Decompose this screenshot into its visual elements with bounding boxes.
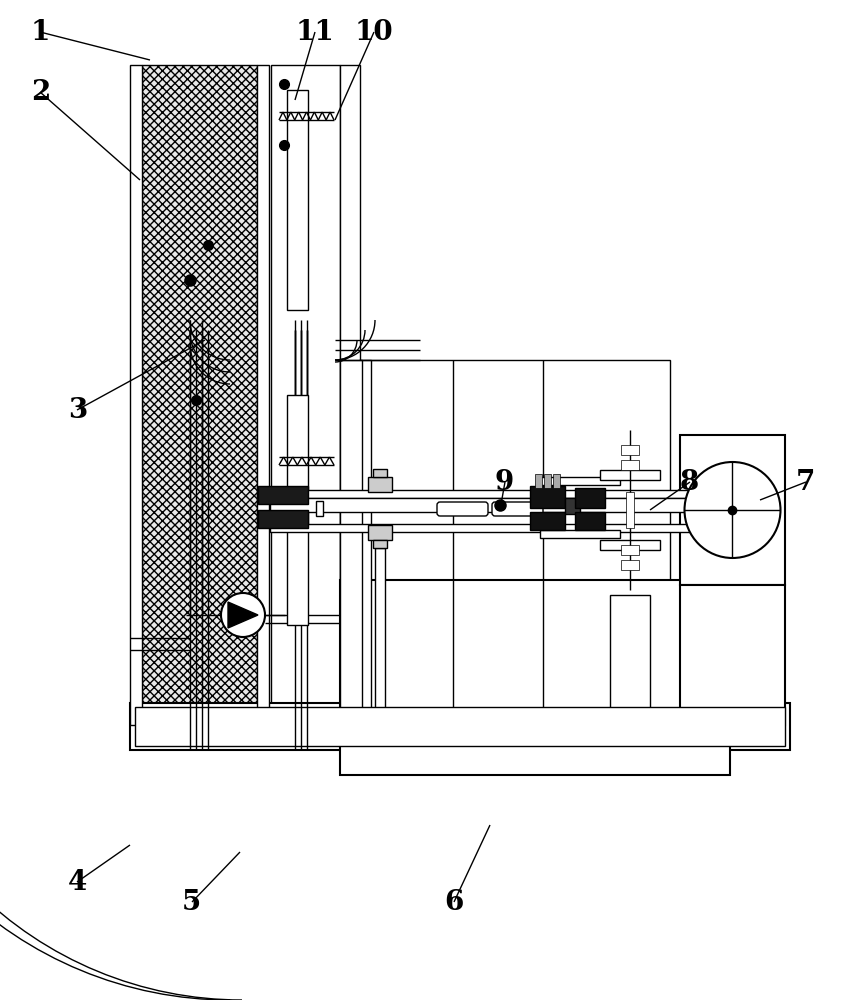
Bar xyxy=(621,445,639,455)
Bar xyxy=(575,488,605,508)
Bar xyxy=(540,530,620,538)
Circle shape xyxy=(221,593,265,637)
FancyBboxPatch shape xyxy=(437,502,488,516)
Bar xyxy=(258,486,308,504)
Text: 7: 7 xyxy=(796,468,816,495)
Bar xyxy=(257,65,269,725)
Text: 10: 10 xyxy=(355,18,394,45)
Bar xyxy=(626,492,634,528)
Bar xyxy=(621,460,639,470)
Bar xyxy=(535,474,542,488)
Text: 4: 4 xyxy=(68,868,87,896)
Bar xyxy=(680,435,785,585)
Bar xyxy=(287,90,308,310)
Bar xyxy=(368,525,392,540)
Bar xyxy=(359,360,371,725)
Text: 3: 3 xyxy=(68,396,87,424)
Bar xyxy=(135,707,785,746)
Bar xyxy=(530,512,565,530)
Bar xyxy=(621,560,639,570)
Text: 1: 1 xyxy=(30,18,50,45)
FancyBboxPatch shape xyxy=(492,502,543,516)
Bar xyxy=(360,360,670,725)
Bar xyxy=(130,703,790,750)
Bar xyxy=(373,469,387,477)
Bar xyxy=(610,595,650,725)
Bar xyxy=(270,490,720,498)
Bar xyxy=(544,474,551,488)
Bar xyxy=(271,65,340,725)
Bar xyxy=(565,498,580,514)
Circle shape xyxy=(685,462,780,558)
Bar xyxy=(373,540,387,548)
Bar xyxy=(270,498,720,512)
Bar xyxy=(340,65,360,725)
Bar xyxy=(142,65,257,725)
Text: 6: 6 xyxy=(444,888,464,916)
Bar xyxy=(340,360,362,725)
Bar xyxy=(130,65,142,725)
Text: 9: 9 xyxy=(495,468,514,495)
Bar xyxy=(575,512,605,530)
Bar xyxy=(375,548,385,725)
Bar xyxy=(287,395,308,625)
Bar xyxy=(340,580,730,775)
Bar xyxy=(540,477,620,485)
Bar xyxy=(600,540,660,550)
Bar xyxy=(258,510,308,528)
Bar xyxy=(270,524,720,532)
Text: 2: 2 xyxy=(30,79,50,105)
Bar xyxy=(600,470,660,480)
Bar xyxy=(680,585,785,725)
Polygon shape xyxy=(228,602,258,628)
Bar xyxy=(553,474,560,488)
Bar xyxy=(621,545,639,555)
Text: 5: 5 xyxy=(182,888,201,916)
Bar xyxy=(530,486,565,508)
Bar xyxy=(316,501,323,516)
Text: 11: 11 xyxy=(296,18,335,45)
Text: 8: 8 xyxy=(680,468,699,495)
Bar xyxy=(368,477,392,492)
